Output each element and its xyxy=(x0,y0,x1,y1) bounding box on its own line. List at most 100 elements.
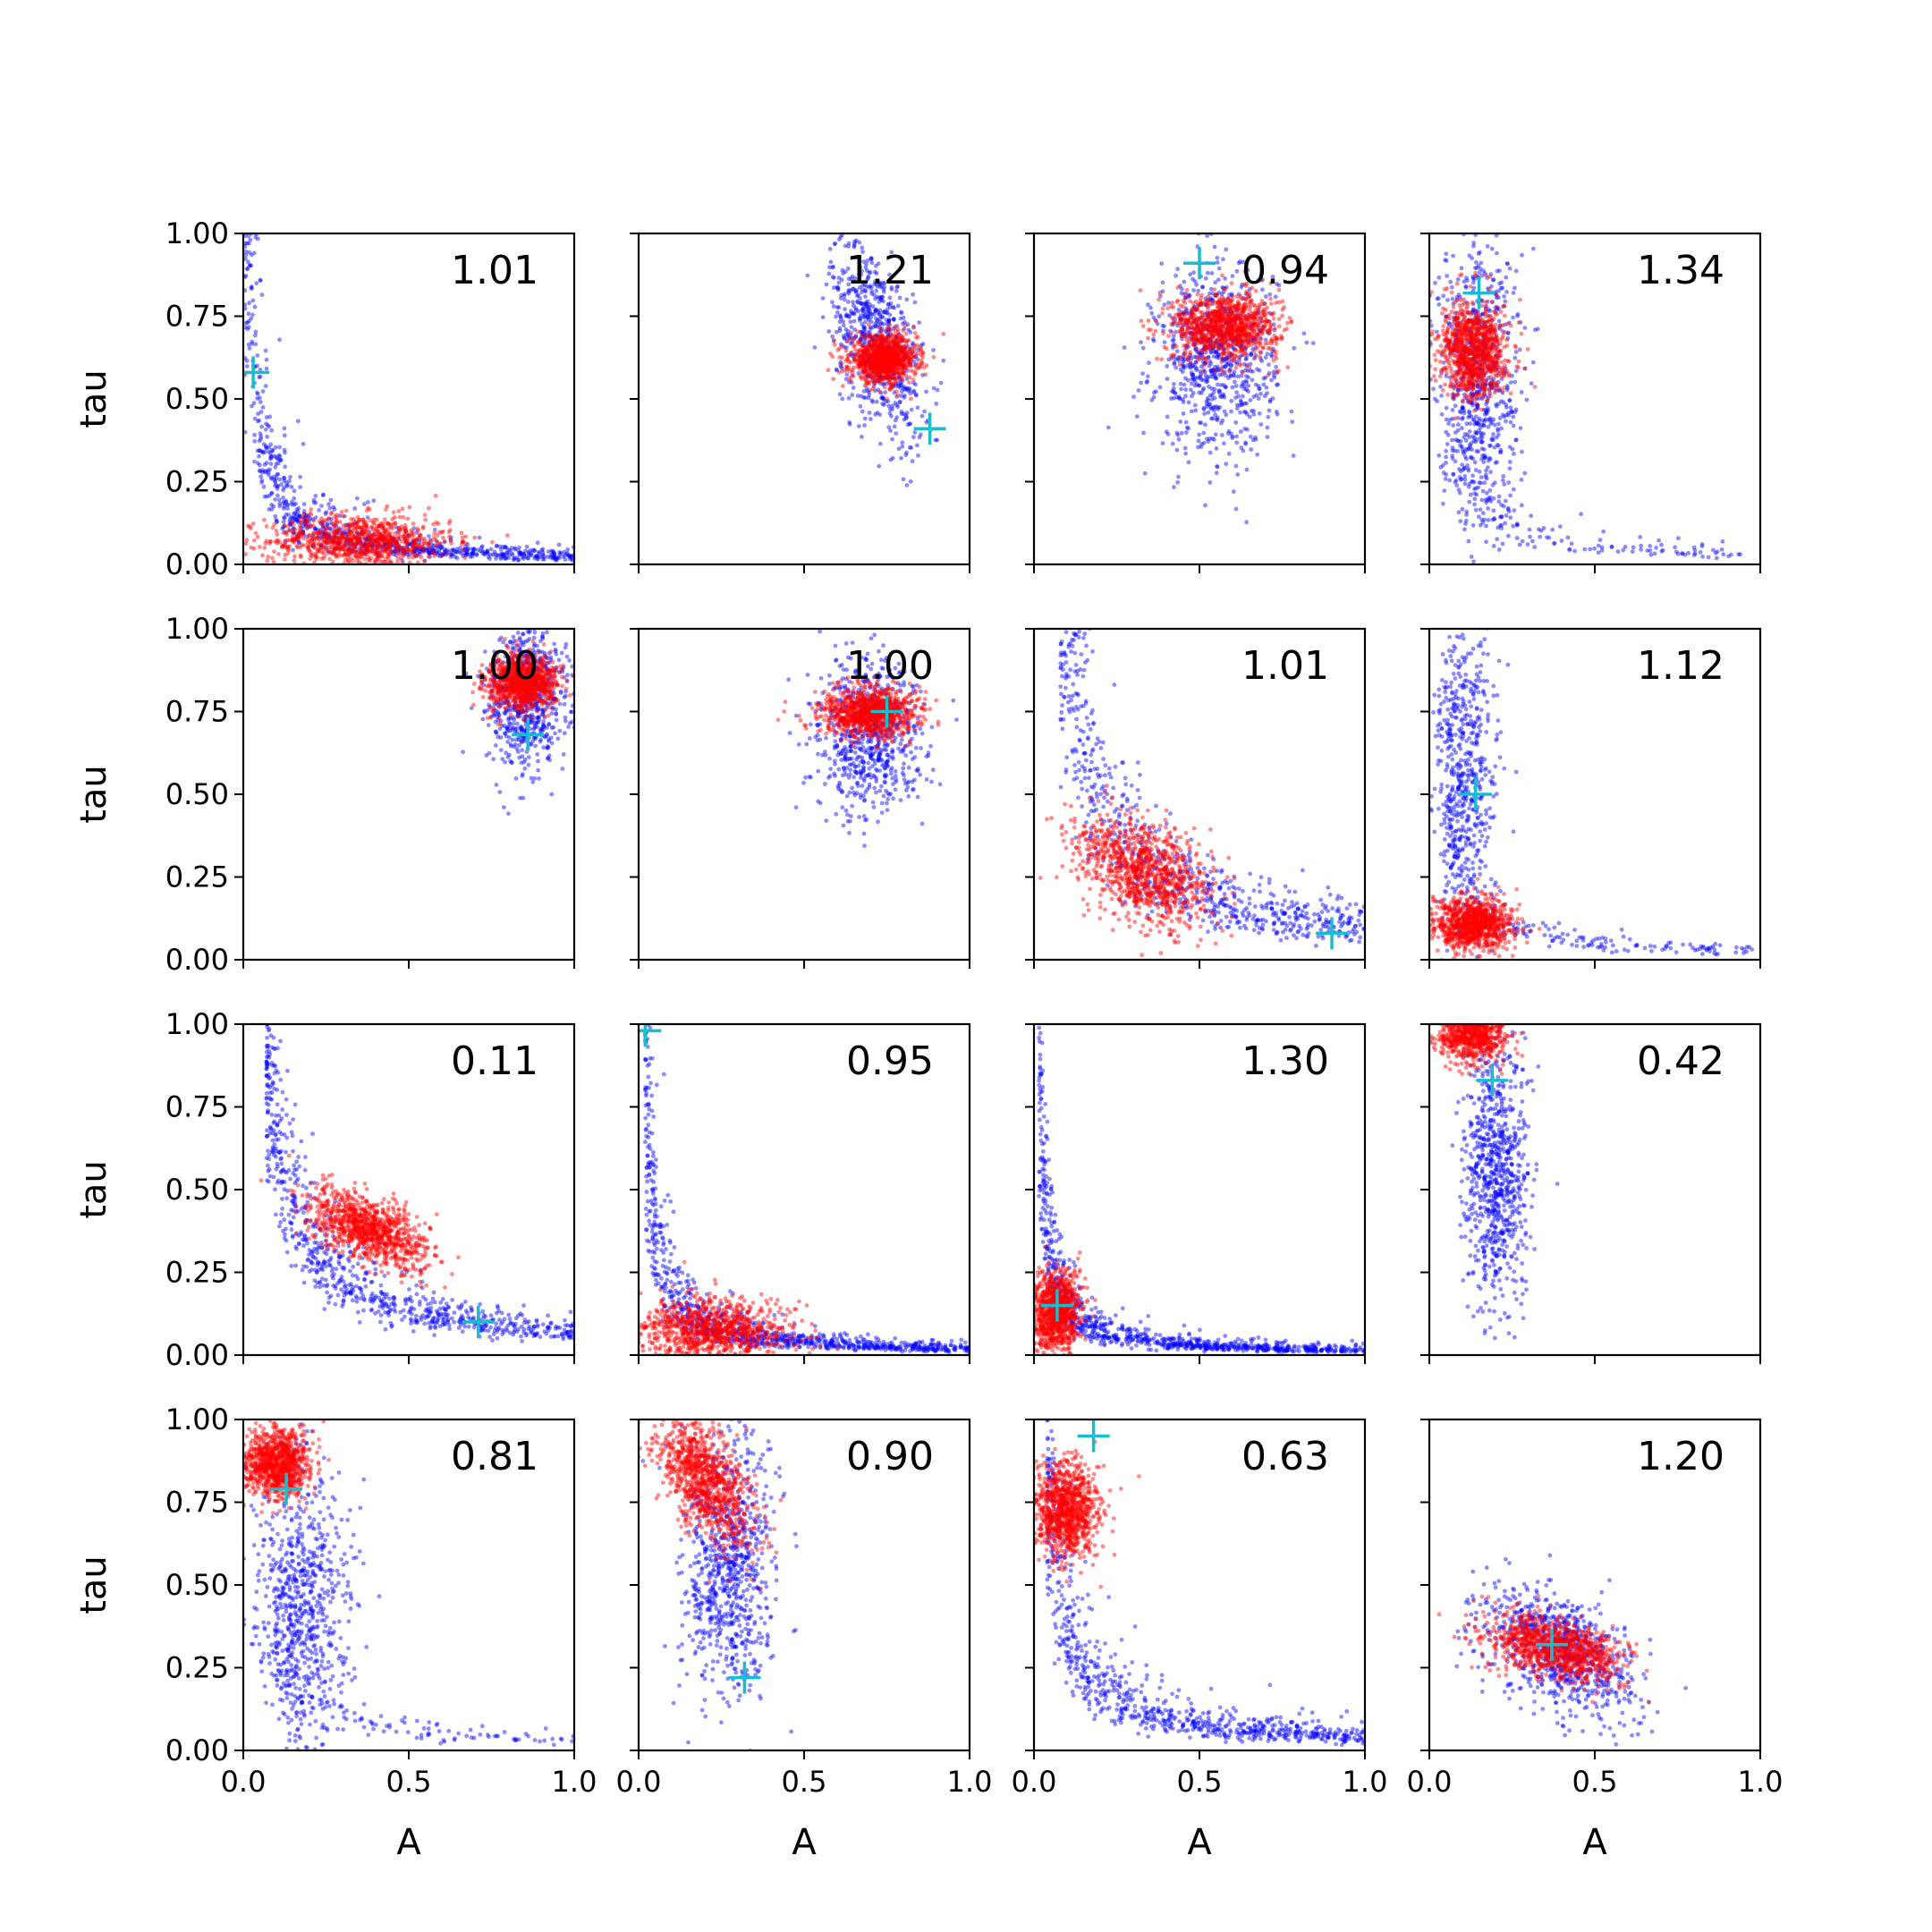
blue-point xyxy=(1223,357,1228,361)
blue-point xyxy=(360,543,365,548)
red-point xyxy=(892,366,897,371)
blue-point xyxy=(1183,394,1188,399)
red-point xyxy=(402,552,407,557)
blue-point xyxy=(892,424,897,429)
blue-point xyxy=(869,291,875,296)
red-point xyxy=(880,334,886,338)
red-point xyxy=(384,559,389,564)
blue-point xyxy=(325,521,330,527)
red-point xyxy=(906,338,911,343)
blue-point xyxy=(293,517,299,521)
red-point xyxy=(916,366,921,370)
blue-point xyxy=(1193,368,1199,372)
red-point xyxy=(396,525,402,530)
red-point xyxy=(880,358,885,362)
blue-point xyxy=(1197,383,1202,388)
blue-point xyxy=(364,541,369,547)
blue-point xyxy=(864,305,869,310)
blue-point xyxy=(553,557,558,563)
blue-point xyxy=(1106,425,1111,430)
blue-point xyxy=(1223,364,1227,369)
blue-point xyxy=(1246,375,1251,380)
red-point xyxy=(895,340,901,345)
blue-point xyxy=(287,519,292,524)
blue-point xyxy=(924,419,929,425)
blue-point xyxy=(328,497,334,503)
blue-point xyxy=(1208,318,1214,322)
blue-point xyxy=(334,523,339,529)
red-point xyxy=(891,361,896,367)
blue-point xyxy=(878,368,884,373)
red-point xyxy=(850,368,855,373)
red-point xyxy=(888,384,894,388)
blue-point xyxy=(336,526,342,531)
blue-point xyxy=(864,309,869,314)
red-point xyxy=(880,370,886,375)
red-point xyxy=(321,549,326,555)
blue-point xyxy=(1183,295,1188,301)
blue-point xyxy=(881,381,886,386)
red-point xyxy=(890,357,895,361)
blue-point xyxy=(345,539,351,544)
blue-point xyxy=(884,361,889,367)
red-point xyxy=(890,345,895,351)
red-point xyxy=(359,544,364,549)
red-point xyxy=(891,355,895,360)
blue-point xyxy=(841,334,846,338)
red-point xyxy=(354,530,360,535)
blue-point xyxy=(886,425,892,430)
red-point xyxy=(342,538,347,543)
blue-point xyxy=(558,550,564,555)
red-point xyxy=(1184,338,1190,343)
red-point xyxy=(877,365,882,370)
red-point xyxy=(374,517,379,522)
blue-point xyxy=(863,361,869,367)
blue-point xyxy=(417,548,422,554)
red-point xyxy=(869,352,874,358)
red-point xyxy=(894,365,898,370)
blue-point xyxy=(844,339,850,344)
blue-point xyxy=(463,547,469,552)
blue-point xyxy=(1215,464,1220,470)
red-point xyxy=(398,555,403,561)
red-point xyxy=(861,350,867,355)
blue-point xyxy=(908,421,912,427)
red-point xyxy=(906,356,911,361)
red-point xyxy=(377,538,382,544)
red-point xyxy=(363,520,369,525)
red-point xyxy=(300,542,304,547)
blue-point xyxy=(308,516,312,521)
red-point xyxy=(272,521,277,527)
red-point xyxy=(883,368,888,373)
red-point xyxy=(869,343,874,349)
red-point xyxy=(411,541,416,547)
red-point xyxy=(879,332,885,337)
blue-point xyxy=(895,404,901,410)
y-tick-label: 0.75 xyxy=(165,300,229,334)
red-point xyxy=(882,356,886,360)
red-point xyxy=(840,369,844,374)
red-point xyxy=(380,547,386,552)
red-point xyxy=(878,356,884,361)
red-point xyxy=(877,362,883,368)
blue-point xyxy=(1208,369,1214,374)
blue-point xyxy=(1265,352,1270,357)
red-point xyxy=(893,349,897,353)
red-point xyxy=(332,531,337,537)
blue-point xyxy=(1232,322,1237,326)
blue-point xyxy=(1213,293,1218,299)
blue-point xyxy=(837,392,843,397)
blue-point xyxy=(427,547,432,553)
red-point xyxy=(402,533,408,538)
red-point xyxy=(858,338,862,343)
blue-point xyxy=(909,358,914,362)
blue-point xyxy=(1179,317,1184,322)
blue-point xyxy=(364,538,369,543)
red-point xyxy=(864,353,869,359)
blue-point xyxy=(274,454,279,460)
blue-point xyxy=(1188,272,1193,277)
red-point xyxy=(864,365,869,370)
blue-point xyxy=(1265,425,1270,430)
red-point xyxy=(889,344,894,349)
red-point xyxy=(394,539,399,545)
